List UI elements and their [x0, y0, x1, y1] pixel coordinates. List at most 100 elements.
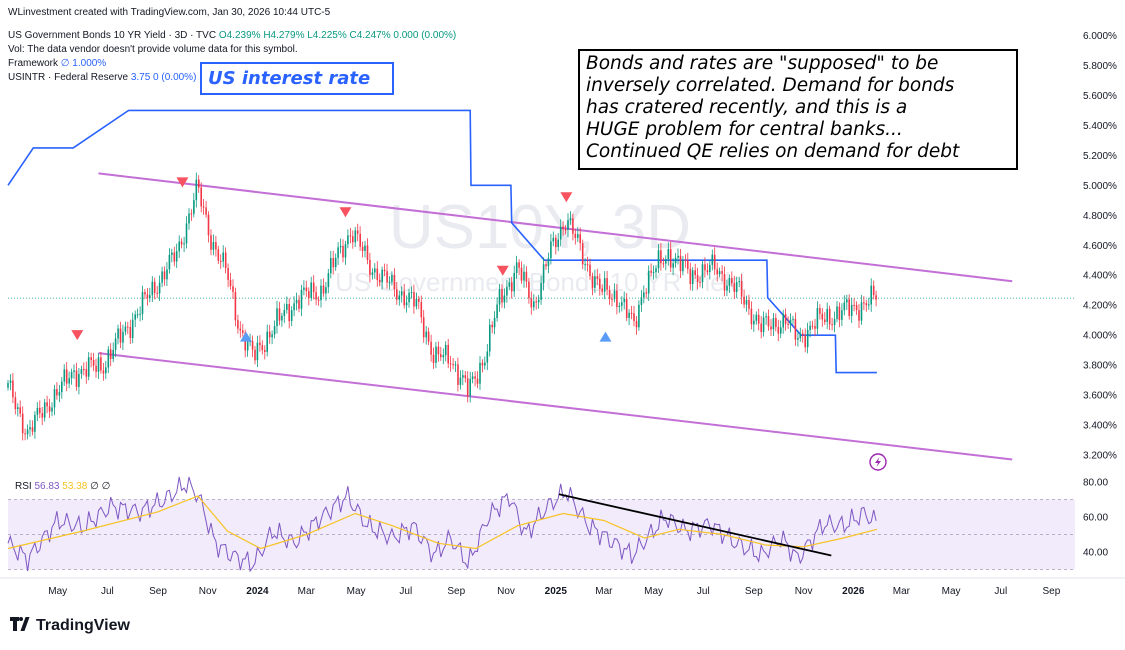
candle-body — [660, 250, 662, 264]
candle-body — [347, 235, 349, 245]
brand-name: TradingView — [36, 617, 130, 634]
candle-body — [787, 323, 789, 325]
candle-body — [484, 362, 486, 366]
candle-body — [855, 305, 858, 311]
candle-body — [278, 308, 281, 321]
candle-body — [459, 377, 462, 385]
candle-body — [29, 427, 31, 430]
candle-body — [635, 321, 638, 328]
candle-body — [361, 246, 364, 251]
candle-body — [39, 407, 41, 414]
candle-body — [290, 310, 293, 321]
candle-body — [606, 278, 608, 290]
candle-body — [334, 257, 337, 268]
candle-body — [325, 287, 327, 294]
price-tick-label: 3.200% — [1083, 451, 1117, 462]
down-triangle-marker — [560, 192, 573, 203]
candle-body — [704, 264, 706, 271]
candle-body — [205, 207, 207, 215]
rsi-extra: ∅ ∅ — [90, 481, 111, 492]
candle-body — [198, 179, 200, 188]
candle-body — [457, 364, 459, 385]
candle-body — [469, 378, 471, 396]
price-tick-label: 5.200% — [1083, 151, 1117, 162]
time-tick-label: Jul — [994, 586, 1007, 597]
candle-body — [151, 281, 154, 296]
candle-body — [124, 326, 127, 332]
ohlc-values: O4.239% H4.279% L4.225% C4.247% 0.000 (0… — [218, 30, 457, 41]
candle-body — [305, 287, 308, 292]
candle-body — [166, 269, 168, 280]
annotation-line: Bonds and rates are "supposed" to be — [586, 53, 939, 74]
candle-body — [547, 258, 550, 267]
candle-body — [349, 235, 352, 237]
candle-body — [7, 382, 9, 388]
annotation-line: inversely correlated. Demand for bonds — [586, 75, 955, 96]
candle-body — [70, 372, 73, 379]
candle-body — [432, 354, 435, 363]
candle-body — [633, 313, 635, 322]
candle-body — [868, 304, 870, 306]
candle-body — [674, 257, 677, 264]
candle-body — [149, 295, 151, 299]
candle-body — [731, 278, 733, 284]
candle-body — [843, 302, 846, 311]
candle-body — [200, 187, 202, 207]
candle-body — [586, 264, 589, 266]
candle-body — [46, 402, 48, 407]
candle-body — [139, 313, 141, 315]
candle-body — [90, 357, 92, 360]
candle-body — [743, 296, 745, 305]
candle-body — [564, 229, 567, 231]
candle-body — [569, 218, 572, 221]
candle-body — [625, 298, 628, 318]
candle-body — [134, 314, 136, 320]
candle-body — [493, 318, 496, 328]
candle-body — [506, 286, 508, 296]
candle-body — [616, 290, 618, 307]
candle-body — [207, 214, 210, 236]
candle-body — [251, 341, 254, 350]
candle-body — [474, 376, 476, 379]
candle-body — [100, 357, 102, 371]
lightning-icon[interactable] — [869, 453, 887, 471]
tradingview-logo[interactable]: TradingView — [10, 617, 130, 635]
time-tick-label: Nov — [199, 586, 217, 597]
price-tick-label: 6.000% — [1083, 31, 1117, 42]
candle-body — [806, 330, 809, 348]
candle-body — [53, 389, 56, 408]
price-tick-label: 5.400% — [1083, 121, 1117, 132]
price-tick-label: 3.400% — [1083, 421, 1117, 432]
candle-body — [589, 264, 591, 276]
candle-body — [293, 303, 295, 311]
watermark-symbol: US10Y, 3D — [389, 193, 691, 262]
candle-body — [212, 242, 215, 250]
rsi-ma-line — [7, 495, 878, 550]
time-tick-label: 2026 — [842, 586, 865, 597]
time-tick-label: Jul — [697, 586, 710, 597]
candle-body — [369, 259, 371, 275]
candle-body — [435, 346, 437, 363]
candle-body — [242, 330, 244, 333]
candle-body — [789, 319, 792, 325]
rsi-header: RSI 56.83 53.38 ∅ ∅ — [15, 481, 110, 492]
candle-body — [210, 235, 212, 250]
rsi-pane: 80.00 60.00 40.00 — [7, 476, 1108, 573]
candle-body — [515, 262, 518, 273]
candle-body — [750, 308, 753, 325]
candle-body — [581, 243, 584, 265]
candle-body — [603, 278, 606, 292]
candle-body — [239, 328, 242, 331]
candle-body — [665, 259, 667, 264]
candle-body — [511, 282, 513, 292]
candle-body — [388, 281, 391, 283]
candle-body — [596, 276, 599, 279]
candle-body — [58, 392, 61, 396]
candle-body — [215, 242, 217, 250]
candle-body — [141, 292, 144, 314]
price-tick-label: 4.800% — [1083, 211, 1117, 222]
candle-body — [24, 433, 26, 435]
candle-body — [687, 260, 689, 269]
candle-body — [608, 289, 611, 299]
candle-body — [584, 264, 586, 266]
